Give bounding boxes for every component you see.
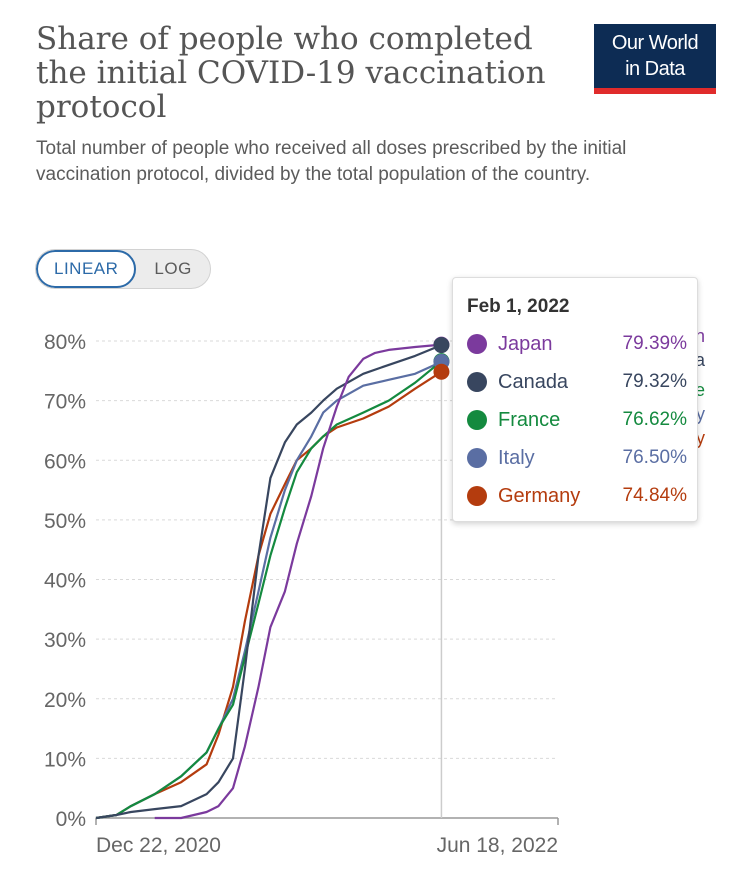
series-line [95, 370, 442, 820]
tooltip-row: France 76.62% [467, 406, 687, 436]
tooltip-series-name: Italy [498, 447, 535, 469]
chart-subtitle: Total number of people who received all … [36, 138, 627, 185]
y-axis-ticks: 0% 10% 20% 30% 40% 50% 60% 70% 80% [44, 331, 86, 831]
series-dot-icon [467, 372, 487, 392]
y-tick-label: 70% [44, 391, 86, 414]
series-line [95, 360, 442, 820]
tooltip-series-value: 79.39% [622, 333, 687, 354]
tooltip: Feb 1, 2022 Japan 79.39% Canada 79.32% Franc… [452, 277, 698, 522]
series-dot-icon [467, 334, 487, 354]
series-dot-icon [467, 486, 487, 506]
tooltip-row: Italy 76.50% [467, 444, 687, 474]
y-tick-label: 40% [44, 570, 86, 593]
tooltip-row: Japan 79.39% [467, 330, 687, 360]
tooltip-series-name: Canada [498, 371, 569, 393]
logo-line-1: Our World [611, 32, 699, 54]
logo-accent-bar [594, 88, 716, 94]
x-tick-label: Dec 22, 2020 [96, 834, 221, 857]
chart-title: Share of people who completed the initia… [36, 21, 546, 125]
tooltip-row: Germany 74.84% [467, 482, 687, 512]
y-tick-label: 10% [44, 748, 86, 771]
tooltip-series-name: Germany [498, 485, 581, 507]
y-tick-label: 30% [44, 629, 86, 652]
series-line [154, 343, 442, 820]
owid-logo[interactable]: Our World in Data [594, 24, 716, 94]
tooltip-series-name: Japan [498, 333, 553, 355]
y-tick-label: 20% [44, 689, 86, 712]
linear-scale-button[interactable]: LINEAR [36, 250, 137, 288]
tooltip-row: Canada 79.32% [467, 368, 687, 398]
series-line [95, 360, 443, 820]
series-dot-icon [467, 410, 487, 430]
hover-marker [433, 337, 450, 354]
hover-marker [433, 363, 450, 380]
y-tick-label: 80% [44, 331, 86, 354]
y-tick-label: 60% [44, 450, 86, 473]
x-axis: Dec 22, 2020 Jun 18, 2022 [95, 817, 559, 857]
y-tick-label: 0% [56, 808, 86, 831]
hover-layer [433, 336, 450, 818]
tooltip-series-value: 76.50% [622, 447, 687, 468]
log-scale-button[interactable]: LOG [154, 259, 192, 278]
x-tick-label: Jun 18, 2022 [437, 834, 558, 857]
series-lines [95, 343, 443, 820]
series-line [95, 344, 442, 820]
series-dot-icon [467, 448, 487, 468]
tooltip-series-value: 76.62% [622, 409, 687, 430]
tooltip-date: Feb 1, 2022 [467, 296, 570, 317]
tooltip-series-name: France [498, 409, 561, 431]
tooltip-series-value: 79.32% [622, 371, 687, 392]
tooltip-series-value: 74.84% [622, 485, 687, 506]
logo-line-2: in Data [625, 58, 685, 80]
y-tick-label: 50% [44, 510, 86, 533]
scale-toggle: LINEAR LOG [35, 249, 211, 289]
